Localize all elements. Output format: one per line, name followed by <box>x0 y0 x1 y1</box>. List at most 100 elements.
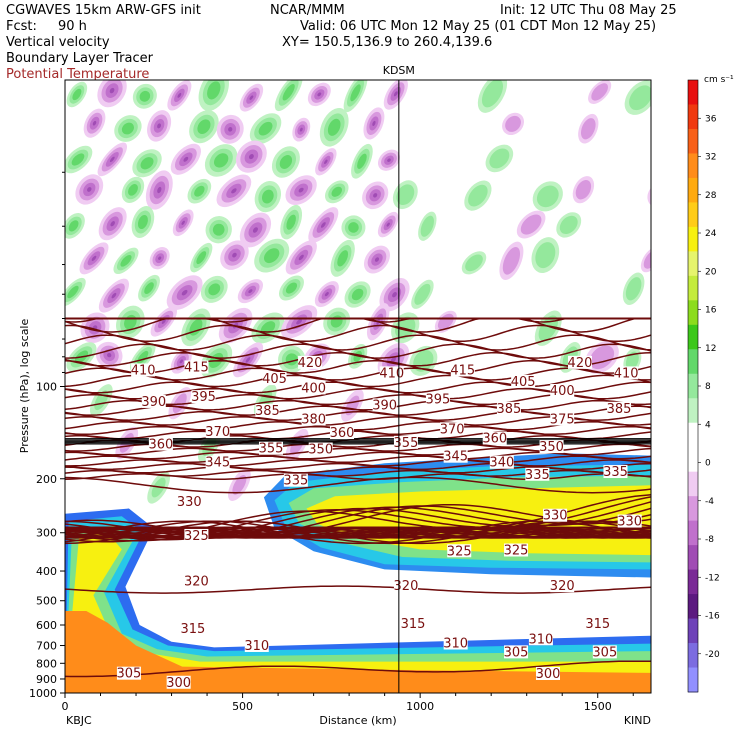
theta-label: 300 <box>166 676 191 691</box>
velocity-contour <box>320 222 326 228</box>
colorbar-swatch <box>688 373 698 399</box>
theta-contour <box>65 421 651 431</box>
downdraft-cell <box>502 112 525 136</box>
theta-label: 335 <box>603 465 628 480</box>
velocity-contour <box>120 254 132 267</box>
colorbar-swatch <box>688 422 698 448</box>
velocity-contour <box>348 222 359 233</box>
velocity-contour <box>232 252 237 258</box>
y-tick-label: 900 <box>36 673 57 686</box>
theta-label-background <box>614 366 639 380</box>
colorbar-swatch <box>688 153 698 179</box>
colorbar-swatch <box>688 275 698 301</box>
velocity-contour <box>110 221 115 227</box>
theta-label-background <box>393 579 418 593</box>
theta-label-background <box>536 666 561 680</box>
updraft-cell <box>187 178 212 204</box>
theta-label-background <box>255 403 280 417</box>
theta-label: 410 <box>614 366 639 381</box>
theta-contour <box>65 334 651 351</box>
velocity-contour <box>374 257 380 262</box>
theta-contour <box>65 374 651 388</box>
theta-label-background <box>177 495 202 509</box>
x-axis: 0 500 1000 1500 <box>62 693 634 713</box>
tracer-surface-level <box>65 611 651 693</box>
velocity-contour <box>245 357 251 363</box>
downdraft-cell <box>75 174 104 205</box>
velocity-contour <box>194 185 205 197</box>
updraft-cell <box>343 80 368 113</box>
velocity-contour <box>559 215 578 234</box>
theta-label: 405 <box>511 375 536 390</box>
downdraft-cell <box>79 242 109 275</box>
theta-label: 320 <box>184 575 209 590</box>
theta-label: 355 <box>394 436 419 451</box>
downdraft-cell <box>97 142 128 177</box>
velocity-contour <box>87 187 92 192</box>
velocity-contour <box>228 127 233 132</box>
downdraft-cell <box>362 181 389 210</box>
velocity-contour <box>258 121 273 136</box>
field-vertical-velocity: Vertical velocity <box>6 35 110 50</box>
theta-label-background <box>504 645 529 659</box>
colorbar-swatch <box>688 594 698 620</box>
theta-label-background <box>379 366 404 380</box>
updraft-cell <box>351 143 373 179</box>
downdraft-cell <box>167 80 192 111</box>
velocity-contour <box>282 83 295 101</box>
theta-label-background <box>301 381 326 395</box>
updraft-cell <box>113 247 139 275</box>
theta-contour <box>65 469 651 477</box>
y-axis-label: Pressure (hPa), log scale <box>18 319 31 454</box>
velocity-contour <box>139 90 151 102</box>
theta-label-background <box>489 455 514 469</box>
downdraft-cell <box>145 170 173 210</box>
colorbar-swatch <box>688 520 698 546</box>
y-tick-label: 1000 <box>29 687 57 700</box>
velocity-contour <box>317 92 322 97</box>
downdraft-cell <box>237 279 264 304</box>
velocity-contour <box>396 184 415 206</box>
colorbar-tick-label: 24 <box>705 229 717 239</box>
theta-label-background <box>450 363 475 377</box>
theta-label: 360 <box>482 431 507 446</box>
velocity-contour <box>372 120 376 126</box>
theta-label: 305 <box>117 667 142 682</box>
theta-label: 315 <box>585 617 610 632</box>
colorbar-swatch <box>688 128 698 154</box>
y-tick-label: 200 <box>36 473 57 486</box>
updraft-cell <box>254 180 282 213</box>
theta-label: 330 <box>177 495 202 510</box>
updraft-cell <box>190 242 213 273</box>
velocity-contour <box>177 92 182 98</box>
theta-label: 320 <box>394 579 419 594</box>
updraft-cell <box>65 145 93 174</box>
velocity-contour <box>137 214 148 230</box>
updraft-cell <box>624 80 651 115</box>
velocity-contour <box>179 359 183 364</box>
forecast-label: Fcst: <box>6 19 37 34</box>
theta-label-background <box>550 383 575 397</box>
colorbar-swatch <box>688 471 698 497</box>
theta-label-background <box>525 467 550 481</box>
theta-label-background <box>205 455 230 469</box>
theta-label: 325 <box>504 543 529 558</box>
velocity-contour <box>505 115 521 132</box>
y-tick-label: 700 <box>36 640 57 653</box>
velocity-contour <box>128 184 138 196</box>
theta-label: 350 <box>308 443 333 458</box>
theta-label: 370 <box>440 422 465 437</box>
velocity-contour <box>296 319 303 325</box>
velocity-contour <box>299 127 303 132</box>
updraft-cell <box>271 146 300 178</box>
theta-label: 305 <box>592 645 617 660</box>
velocity-contour <box>286 214 296 230</box>
theta-label: 335 <box>283 474 308 489</box>
velocity-contour <box>248 154 254 160</box>
velocity-contour <box>298 254 304 261</box>
theta-label: 400 <box>301 381 326 396</box>
velocity-contour <box>161 319 166 324</box>
updraft-cell <box>254 238 290 273</box>
updraft-cell <box>485 144 514 173</box>
